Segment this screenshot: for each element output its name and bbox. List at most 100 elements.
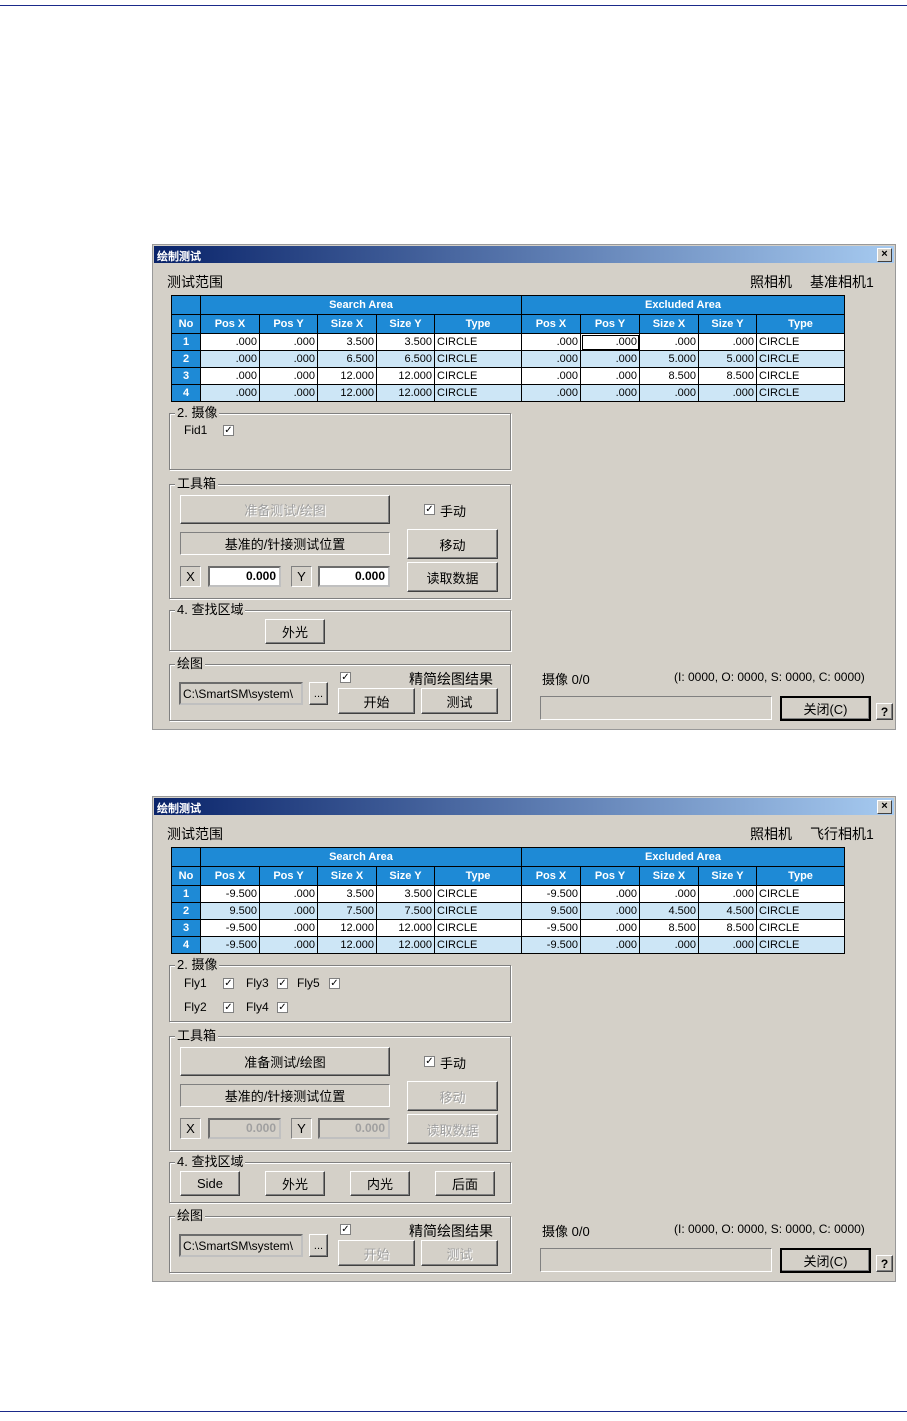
table-cell[interactable]: CIRCLE bbox=[756, 936, 845, 954]
camera-checkbox[interactable]: ✓ bbox=[223, 978, 234, 989]
simplify-checkbox[interactable]: ✓ bbox=[340, 1224, 351, 1235]
path-input[interactable]: C:\SmartSM\system\ bbox=[179, 682, 303, 705]
path-input[interactable]: C:\SmartSM\system\ bbox=[179, 1234, 303, 1257]
close-button[interactable]: 关闭(C) bbox=[780, 696, 871, 721]
table-cell[interactable]: 9.500 bbox=[200, 902, 260, 920]
table-cell[interactable]: 6.500 bbox=[376, 350, 435, 368]
test-button[interactable]: 测试 bbox=[421, 688, 498, 714]
table-cell[interactable]: .000 bbox=[639, 384, 699, 402]
table-cell[interactable]: .000 bbox=[259, 885, 318, 903]
table-cell[interactable]: CIRCLE bbox=[756, 333, 845, 351]
table-cell[interactable]: 5.000 bbox=[698, 350, 757, 368]
table-cell[interactable]: .000 bbox=[639, 333, 699, 351]
search-region-button[interactable]: Side bbox=[180, 1171, 240, 1196]
simplify-checkbox[interactable]: ✓ bbox=[340, 672, 351, 683]
table-cell[interactable]: 7.500 bbox=[317, 902, 377, 920]
close-x-icon[interactable]: × bbox=[877, 248, 892, 262]
table-cell[interactable]: 12.000 bbox=[376, 384, 435, 402]
table-row[interactable]: 2 9.500.000 7.500 7.500 CIRCLE 9.500.000 4.500… bbox=[171, 902, 845, 920]
table-cell[interactable]: -9.500 bbox=[521, 885, 581, 903]
table-cell[interactable]: CIRCLE bbox=[756, 902, 845, 920]
table-cell[interactable]: 12.000 bbox=[376, 919, 435, 937]
table-cell[interactable]: CIRCLE bbox=[434, 919, 522, 937]
table-cell[interactable]: .000 bbox=[200, 367, 260, 385]
search-region-button[interactable]: 后面 bbox=[435, 1171, 495, 1196]
table-cell[interactable]: 9.500 bbox=[521, 902, 581, 920]
table-cell[interactable]: .000 bbox=[259, 919, 318, 937]
camera-checkbox[interactable]: ✓ bbox=[277, 1002, 288, 1013]
table-row[interactable]: 3.000.000 12.000 12.000 CIRCLE .000.000 8.500… bbox=[171, 367, 845, 385]
table-cell[interactable]: .000 bbox=[259, 936, 318, 954]
manual-checkbox[interactable]: ✓ bbox=[424, 504, 435, 515]
table-cell[interactable]: 12.000 bbox=[376, 367, 435, 385]
table-cell[interactable]: 7.500 bbox=[376, 902, 435, 920]
help-icon[interactable]: ? bbox=[876, 703, 893, 720]
table-row[interactable]: 1 -9.500.000 3.500 3.500 CIRCLE -9.500.000.00… bbox=[171, 885, 845, 903]
table-cell[interactable]: CIRCLE bbox=[434, 367, 522, 385]
table-cell[interactable]: .000 bbox=[259, 333, 318, 351]
help-icon[interactable]: ? bbox=[876, 1255, 893, 1272]
table-cell[interactable]: 12.000 bbox=[376, 936, 435, 954]
camera-checkbox[interactable]: ✓ bbox=[223, 1002, 234, 1013]
table-cell[interactable]: CIRCLE bbox=[434, 902, 522, 920]
y-input[interactable]: 0.000 bbox=[318, 566, 390, 587]
close-button[interactable]: 关闭(C) bbox=[780, 1248, 871, 1273]
table-cell[interactable]: 3.500 bbox=[317, 885, 377, 903]
prepare-test-button[interactable]: 准备测试/绘图 bbox=[180, 1047, 390, 1076]
table-cell[interactable]: .000 bbox=[200, 333, 260, 351]
table-cell[interactable]: .000 bbox=[580, 384, 640, 402]
table-cell[interactable]: .000 bbox=[200, 384, 260, 402]
table-cell[interactable]: .000 bbox=[698, 936, 757, 954]
table-cell[interactable]: 6.500 bbox=[317, 350, 377, 368]
table-cell[interactable]: .000 bbox=[639, 885, 699, 903]
table-cell[interactable]: CIRCLE bbox=[434, 333, 522, 351]
move-button[interactable]: 移动 bbox=[407, 529, 498, 559]
table-cell[interactable]: 3.500 bbox=[376, 885, 435, 903]
table-cell[interactable]: .000 bbox=[698, 384, 757, 402]
table-cell[interactable]: -9.500 bbox=[200, 919, 260, 937]
table-cell[interactable]: CIRCLE bbox=[756, 384, 845, 402]
table-cell[interactable]: 4.500 bbox=[639, 902, 699, 920]
table-cell[interactable]: 8.500 bbox=[639, 367, 699, 385]
table-cell[interactable]: .000 bbox=[259, 367, 318, 385]
x-input[interactable]: 0.000 bbox=[208, 566, 281, 587]
table-cell[interactable]: .000 bbox=[521, 350, 581, 368]
table-row[interactable]: 4.000.000 12.000 12.000 CIRCLE .000.000.000.… bbox=[171, 384, 845, 402]
table-cell[interactable]: -9.500 bbox=[521, 919, 581, 937]
camera-checkbox[interactable]: ✓ bbox=[277, 978, 288, 989]
read-data-button[interactable]: 读取数据 bbox=[407, 562, 498, 592]
table-cell[interactable]: .000 bbox=[580, 885, 640, 903]
table-row[interactable]: 1.000.000 3.500 3.500 CIRCLE .000.000.000.00… bbox=[171, 333, 845, 351]
table-cell[interactable]: 8.500 bbox=[698, 919, 757, 937]
table-cell[interactable]: .000 bbox=[698, 885, 757, 903]
table-cell[interactable]: 12.000 bbox=[317, 367, 377, 385]
table-row[interactable]: 2.000.000 6.500 6.500 CIRCLE .000.000 5.000 5.… bbox=[171, 350, 845, 368]
table-cell[interactable]: .000 bbox=[259, 350, 318, 368]
search-region-button[interactable]: 外光 bbox=[265, 619, 325, 644]
table-cell[interactable]: .000 bbox=[580, 919, 640, 937]
table-cell[interactable]: .000 bbox=[521, 384, 581, 402]
close-x-icon[interactable]: × bbox=[877, 800, 892, 814]
browse-button[interactable]: ... bbox=[309, 682, 328, 705]
table-cell[interactable]: CIRCLE bbox=[434, 384, 522, 402]
table-cell[interactable]: .000 bbox=[521, 333, 581, 351]
table-cell[interactable]: .000 bbox=[580, 902, 640, 920]
table-cell[interactable]: .000 bbox=[259, 384, 318, 402]
table-cell[interactable]: .000 bbox=[580, 367, 640, 385]
table-cell[interactable]: CIRCLE bbox=[434, 350, 522, 368]
table-cell[interactable]: 5.000 bbox=[639, 350, 699, 368]
table-cell[interactable]: 8.500 bbox=[698, 367, 757, 385]
table-cell[interactable]: CIRCLE bbox=[756, 885, 845, 903]
table-cell[interactable]: .000 bbox=[200, 350, 260, 368]
table-cell[interactable]: 12.000 bbox=[317, 384, 377, 402]
table-row[interactable]: 3 -9.500.000 12.000 12.000 CIRCLE -9.500.000 8… bbox=[171, 919, 845, 937]
camera-checkbox[interactable]: ✓ bbox=[223, 425, 234, 436]
manual-checkbox[interactable]: ✓ bbox=[424, 1056, 435, 1067]
table-cell[interactable]: 4.500 bbox=[698, 902, 757, 920]
table-cell[interactable]: .000 bbox=[580, 333, 640, 351]
table-cell[interactable]: 3.500 bbox=[317, 333, 377, 351]
browse-button[interactable]: ... bbox=[309, 1234, 328, 1257]
search-region-button[interactable]: 内光 bbox=[350, 1171, 410, 1196]
table-cell[interactable]: -9.500 bbox=[521, 936, 581, 954]
table-cell[interactable]: -9.500 bbox=[200, 936, 260, 954]
